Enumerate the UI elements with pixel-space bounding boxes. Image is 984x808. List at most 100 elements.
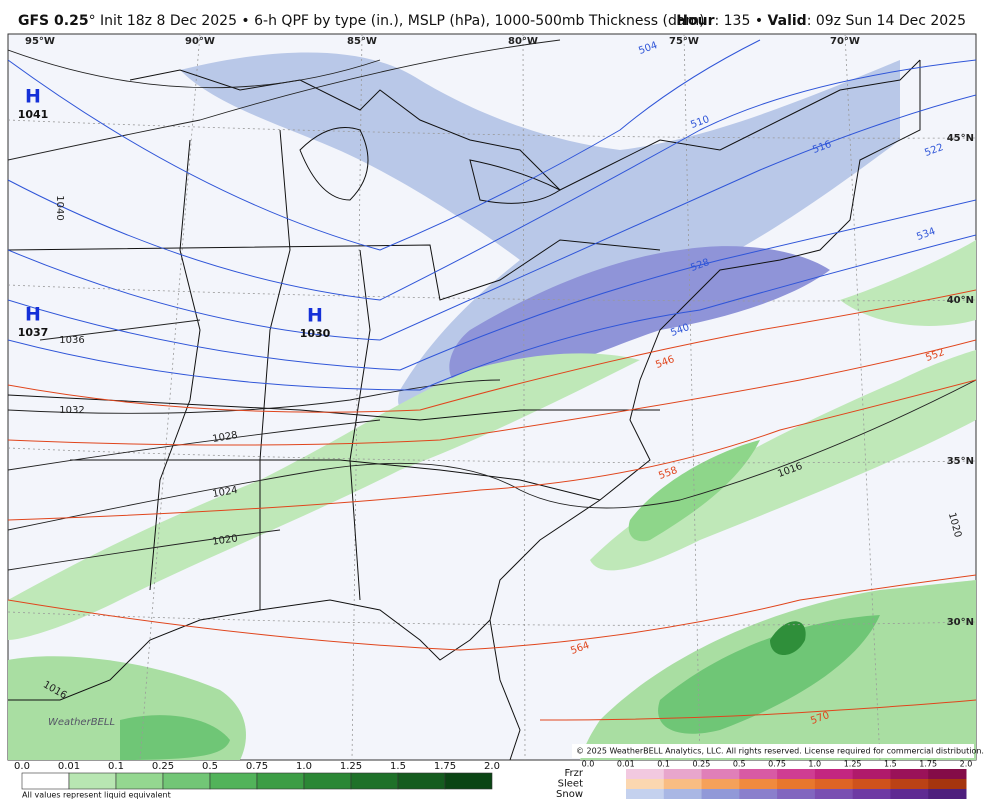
type-swatch [852, 769, 891, 779]
rain-swatch [68, 772, 117, 790]
hour: : 135 • [714, 13, 763, 29]
lake [299, 127, 369, 201]
high-pressure: 1030 [300, 327, 331, 340]
longitude-label: 95°W [25, 36, 55, 47]
type-swatch [777, 769, 816, 779]
grid-line [683, 34, 701, 760]
type-label: Sleet [558, 779, 583, 790]
rain-tick-label: 2.0 [484, 761, 500, 772]
type-label: Snow [556, 789, 583, 800]
mixed-tick-label: 0.75 [768, 760, 786, 769]
thickness-line [8, 199, 976, 371]
type-swatch [814, 789, 854, 799]
snow-moderate [449, 246, 830, 390]
type-swatch [739, 779, 778, 789]
grid-line [8, 119, 976, 139]
isobar [8, 379, 501, 414]
rain-swatch [397, 772, 446, 790]
type-swatch [890, 779, 929, 789]
run-info: ° Init 18z 8 Dec 2025 • 6-h QPF by type … [89, 13, 705, 29]
map-layers [8, 34, 976, 760]
grid-line [8, 611, 976, 626]
grid-line [139, 34, 201, 760]
rain-heavy [770, 621, 806, 655]
longitude-label: 70°W [830, 36, 860, 47]
type-swatch [852, 779, 891, 789]
isobar-label: 1040 [54, 195, 65, 220]
mixed-tick-label: 1.5 [884, 760, 897, 769]
high-letter: H [25, 86, 41, 108]
rain-swatch [21, 772, 70, 790]
river [149, 139, 201, 591]
mixed-tick-label: 0.1 [657, 760, 670, 769]
type-swatch [814, 769, 854, 779]
isobar-label: 1036 [59, 335, 84, 346]
type-swatch [739, 789, 778, 799]
valid-label: Valid [768, 13, 807, 29]
high-pressure: 1037 [18, 326, 49, 339]
lake [469, 159, 561, 204]
mixed-tick-label: 2.0 [960, 760, 973, 769]
isobar-label: 1028 [212, 430, 239, 445]
grid-line [8, 284, 976, 302]
state-line [8, 394, 660, 421]
mixed-tick-label: 1.0 [808, 760, 821, 769]
type-swatch [701, 769, 740, 779]
isobar [8, 49, 381, 89]
type-swatch [928, 789, 967, 799]
type-swatch [663, 779, 703, 789]
hour-label: Hour [676, 13, 714, 29]
thickness-line [8, 234, 976, 391]
state-line [70, 459, 601, 501]
isobar [39, 319, 201, 341]
thickness-line [8, 59, 976, 301]
type-swatch [777, 779, 816, 789]
mixed-tick-label: 1.25 [844, 760, 862, 769]
rain-light [8, 353, 640, 640]
rain-tick-label: 1.0 [296, 761, 312, 772]
mixed-tick-label: 0.0 [582, 760, 595, 769]
rain-tick-label: 0.1 [108, 761, 124, 772]
rain-moderate [658, 615, 880, 734]
isobar [8, 419, 381, 471]
type-swatch [701, 779, 740, 789]
thickness-line [8, 574, 976, 651]
thickness-line [539, 699, 976, 721]
isobar-label: 1020 [212, 533, 239, 547]
state-line [259, 129, 291, 610]
snow-light [180, 52, 900, 414]
coastline [8, 599, 491, 701]
rain-tick-label: 1.25 [340, 761, 362, 772]
latitude-label: 40°N [947, 295, 974, 306]
latitude-label: 45°N [947, 133, 974, 144]
rain-moderate [120, 715, 230, 760]
type-swatch [890, 769, 929, 779]
latitude-label: 30°N [947, 617, 974, 628]
grid-line [8, 447, 976, 464]
high-pressure: 1041 [18, 108, 49, 121]
map: WeatherBELL © 2025 WeatherBELL Analytics… [7, 33, 984, 761]
thickness-line [8, 39, 761, 251]
rain-swatch [256, 772, 305, 790]
state-line [349, 249, 371, 601]
grid-line [844, 34, 881, 760]
isobar-label: 1024 [212, 485, 239, 500]
mixed-tick-label: 0.25 [692, 760, 710, 769]
rain-tick-label: 0.0 [14, 761, 30, 772]
type-swatch [852, 789, 891, 799]
rain-light [840, 240, 976, 326]
mixed-tick-label: 0.5 [733, 760, 746, 769]
longitude-label: 85°W [347, 36, 377, 47]
rain-swatch [350, 772, 399, 790]
rain-tick-label: 0.75 [246, 761, 268, 772]
isobar-label: 1032 [59, 405, 84, 416]
copyright: © 2025 WeatherBELL Analytics, LLC. All r… [576, 747, 984, 756]
isobar [8, 529, 281, 571]
type-swatch [928, 769, 967, 779]
longitude-label: 75°W [669, 36, 699, 47]
longitude-label: 90°W [185, 36, 215, 47]
thickness [8, 39, 976, 721]
type-swatch [663, 789, 703, 799]
high-letter: H [25, 304, 41, 326]
thickness-line [8, 289, 976, 413]
